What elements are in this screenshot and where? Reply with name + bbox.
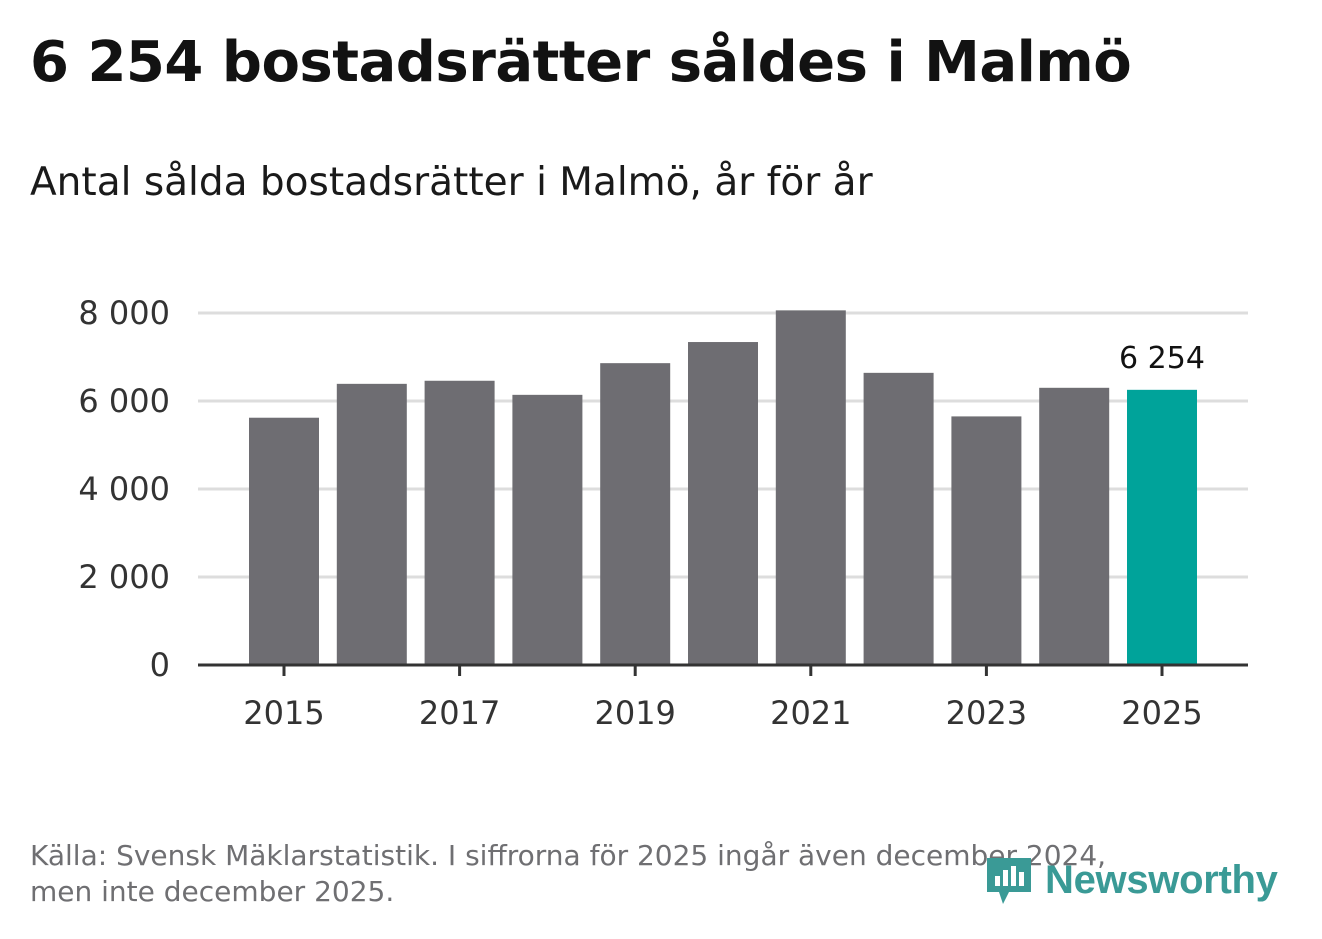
x-tick-label: 2023 [946, 694, 1027, 732]
newsworthy-logo-icon [987, 858, 1031, 904]
chart-subtitle: Antal sålda bostadsrätter i Malmö, år fö… [30, 160, 873, 205]
bar-2017 [424, 380, 495, 665]
y-tick-label: 6 000 [78, 382, 170, 420]
data-label: 6 254 [1119, 341, 1205, 376]
bar-2020 [688, 342, 758, 665]
bar-2025 [1127, 389, 1197, 665]
bar-2018 [512, 394, 583, 665]
x-tick-label: 2019 [594, 694, 675, 732]
x-tick-label: 2021 [770, 694, 851, 732]
source-note: Källa: Svensk Mäklarstatistik. I siffror… [30, 838, 1107, 910]
y-tick-label: 0 [150, 646, 170, 684]
bar-2016 [336, 383, 407, 665]
bar-2021 [775, 310, 846, 665]
bar-2022 [863, 372, 934, 665]
bar-2019 [600, 363, 671, 665]
x-tick-label: 2025 [1121, 694, 1202, 732]
bar-2023 [951, 416, 1022, 665]
bar-2015 [249, 417, 319, 665]
source-note-line-2: men inte december 2025. [30, 875, 395, 908]
y-tick-label: 2 000 [78, 558, 170, 596]
chart-headline: 6 254 bostadsrätter såldes i Malmö [30, 30, 1132, 95]
x-tick-label: 2015 [243, 694, 324, 732]
brand-name: Newsworthy [1045, 857, 1278, 902]
x-tick-label: 2017 [419, 694, 500, 732]
source-note-line-1: Källa: Svensk Mäklarstatistik. I siffror… [30, 839, 1107, 872]
y-tick-label: 4 000 [78, 470, 170, 508]
bar-2024 [1039, 387, 1110, 665]
y-tick-label: 8 000 [78, 294, 170, 332]
brand-logo: Newsworthy [983, 852, 1278, 908]
